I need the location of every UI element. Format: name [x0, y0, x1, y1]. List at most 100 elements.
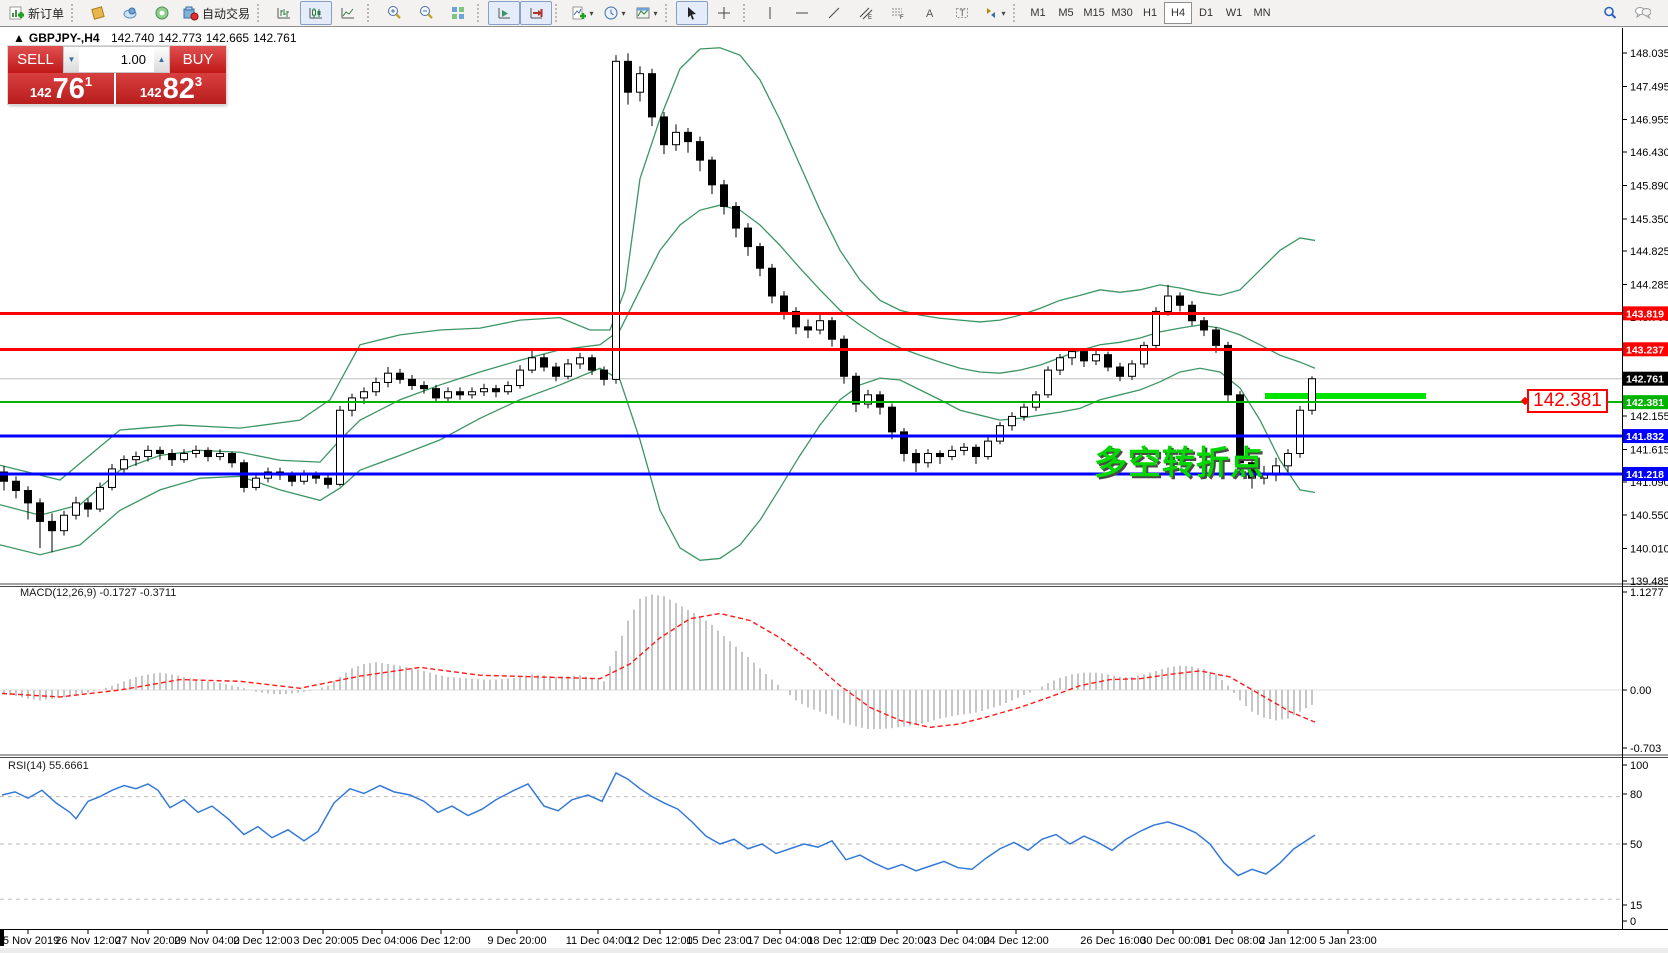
buy-button[interactable]: BUY	[170, 46, 226, 73]
time-tick-label[interactable]: 17 Dec 04:00	[747, 935, 812, 947]
templates-button[interactable]: ▾	[630, 1, 662, 25]
zoom-in-button[interactable]	[378, 1, 410, 25]
time-tick-label[interactable]: 9 Dec 20:00	[487, 935, 546, 947]
candle-body	[696, 141, 704, 161]
sell-button[interactable]: SELL	[8, 46, 63, 73]
sell-price-whole: 142	[29, 85, 52, 100]
tf-mn-button[interactable]: MN	[1253, 7, 1271, 19]
trendline-tool-button[interactable]	[818, 1, 850, 25]
tf-h4-button[interactable]: H4	[1164, 2, 1193, 24]
zoom-out-button[interactable]	[410, 1, 442, 25]
arrows-dropdown-caret[interactable]: ▾	[1001, 8, 1006, 18]
tf-m30-button[interactable]: M30	[1111, 7, 1133, 19]
text-tool-button[interactable]: A	[914, 1, 946, 25]
candle-body	[384, 372, 392, 383]
candle-body	[552, 366, 560, 377]
new-order-label: 新订单	[28, 6, 65, 21]
sell-price-display[interactable]: 142 76 1	[8, 73, 114, 104]
chat-button[interactable]	[1626, 1, 1658, 25]
vertical-line-tool-button[interactable]	[754, 1, 786, 25]
publisher-button[interactable]	[114, 1, 146, 25]
rsi-tick-label: 80	[1630, 789, 1642, 801]
time-tick-label[interactable]: 2 Dec 12:00	[233, 935, 292, 947]
tf-m5-button[interactable]: M5	[1058, 7, 1074, 19]
candle-body	[216, 452, 224, 458]
templates-dropdown-caret[interactable]: ▾	[653, 8, 658, 18]
time-tick-label[interactable]: 5 Dec 04:00	[352, 935, 411, 947]
tf-d1-button[interactable]: D1	[1199, 7, 1214, 19]
history-book-icon	[90, 5, 107, 22]
candle-body	[1152, 310, 1160, 346]
cursor-tool-button[interactable]	[676, 1, 709, 25]
auto-trading-label: 自动交易	[202, 6, 251, 21]
time-tick-label[interactable]: 2 Jan 12:00	[1259, 935, 1317, 947]
candle-body	[1212, 329, 1220, 346]
candlestick-mode-button[interactable]	[300, 1, 333, 25]
time-tick-label[interactable]: 29 Nov 04:00	[174, 935, 239, 947]
symbol-name: GBPJPY-,H4	[28, 31, 100, 45]
tile-windows-button[interactable]	[442, 1, 474, 25]
time-tick-label[interactable]: 26 Nov 12:00	[55, 935, 120, 947]
candle-body	[816, 320, 824, 331]
chart-annotation-text[interactable]: 多空转折点	[1094, 444, 1264, 481]
auto-trading-button[interactable]: 自动交易	[178, 1, 254, 25]
time-tick-label[interactable]: 3 Dec 20:00	[293, 935, 352, 947]
time-tick-label[interactable]: 5 Jan 23:00	[1319, 935, 1377, 947]
tf-h1-button[interactable]: H1	[1143, 7, 1158, 19]
history-center-button[interactable]	[82, 1, 114, 25]
candle-body	[996, 425, 1004, 442]
search-button[interactable]	[1594, 1, 1626, 25]
line-chart-mode-button[interactable]	[332, 1, 364, 25]
time-tick-label[interactable]: 24 Dec 12:00	[983, 935, 1048, 947]
volume-increase-button[interactable]: ▲	[154, 47, 169, 72]
indicators-dropdown-caret[interactable]: ▾	[589, 8, 594, 18]
channel-tool-button[interactable]: E	[850, 1, 882, 25]
auto-scroll-icon	[496, 5, 513, 22]
time-tick-label[interactable]: 18 Dec 12:00	[807, 935, 872, 947]
horizontal-line-tool-button[interactable]	[786, 1, 818, 25]
toolbar-grip	[743, 4, 749, 22]
time-tick-label[interactable]: 27 Nov 20:00	[115, 935, 180, 947]
support-highlight-bar[interactable]	[1265, 393, 1426, 399]
tf-w1-button[interactable]: W1	[1225, 7, 1243, 19]
macd-tick-label: 0.00	[1630, 685, 1651, 697]
time-tick-label[interactable]: 23 Dec 04:00	[924, 935, 989, 947]
arrows-tool-button[interactable]: ▾	[978, 1, 1010, 25]
price-callout-label[interactable]: 142.381	[1527, 389, 1608, 413]
volume-input[interactable]: 1.00	[79, 47, 154, 72]
signals-button[interactable]	[146, 1, 178, 25]
candle-body	[1224, 344, 1232, 396]
bollinger-upper-band	[0, 47, 1316, 481]
candle-body	[36, 502, 44, 522]
candle-body	[576, 357, 584, 365]
candle-body	[1068, 351, 1076, 359]
time-tick-label[interactable]: 12 Dec 12:00	[627, 935, 692, 947]
time-tick-label[interactable]: 31 Dec 08:00	[1199, 935, 1264, 947]
fibonacci-tool-button[interactable]: F	[882, 1, 914, 25]
text-label-tool-button[interactable]: T	[946, 1, 978, 25]
candle-body	[588, 357, 596, 371]
indicators-button[interactable]: ▾	[566, 1, 598, 25]
crosshair-tool-button[interactable]	[708, 1, 740, 25]
volume-decrease-button[interactable]: ▼	[64, 47, 79, 72]
periods-button[interactable]: ▾	[598, 1, 630, 25]
buy-price-display[interactable]: 142 82 3	[116, 73, 226, 104]
periods-dropdown-caret[interactable]: ▾	[621, 8, 626, 18]
time-tick-label[interactable]: 15 Dec 23:00	[686, 935, 751, 947]
bar-chart-mode-button[interactable]	[268, 1, 300, 25]
tf-m1-button[interactable]: M1	[1030, 7, 1046, 19]
time-tick-label[interactable]: 26 Dec 16:00	[1080, 935, 1145, 947]
time-tick-label[interactable]: 6 Dec 12:00	[411, 935, 470, 947]
tf-m15-button[interactable]: M15	[1083, 7, 1105, 19]
new-order-button[interactable]: 新订单	[4, 1, 68, 25]
candle-body	[132, 456, 140, 461]
time-tick-label[interactable]: 30 Dec 00:00	[1140, 935, 1205, 947]
chart-shift-button[interactable]	[520, 1, 553, 25]
price-tick-label: 145.350	[1630, 214, 1668, 226]
bollinger-lower-band	[0, 367, 1316, 561]
time-tick-label[interactable]: 19 Dec 20:00	[864, 935, 929, 947]
time-tick-label[interactable]: 11 Dec 04:00	[566, 935, 631, 947]
auto-scroll-button[interactable]	[488, 1, 521, 25]
time-tick-label[interactable]: 25 Nov 2019	[0, 935, 59, 947]
